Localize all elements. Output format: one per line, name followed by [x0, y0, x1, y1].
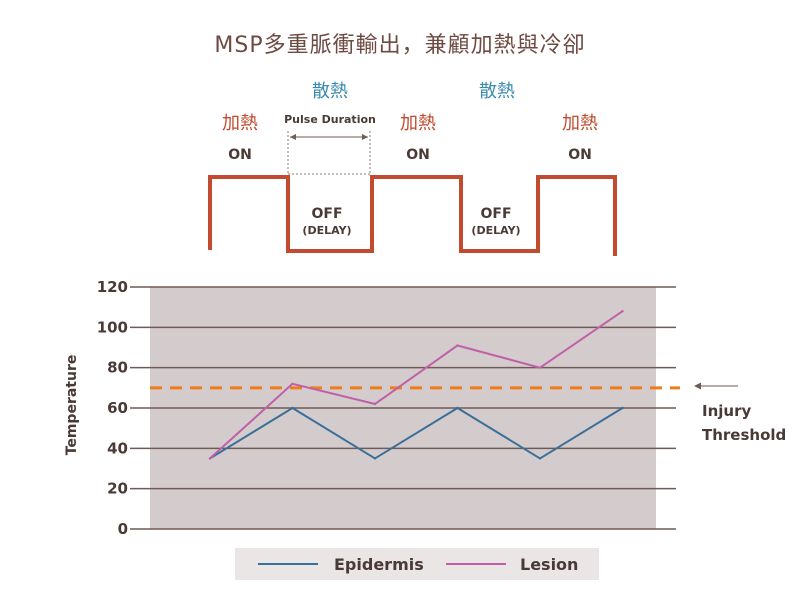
legend-label-lesion: Lesion: [520, 555, 578, 574]
y-tick-0: 0: [118, 520, 128, 538]
point-epidermis-3: [456, 406, 459, 410]
point-lesion-3: [456, 344, 459, 347]
point-epidermis-5: [621, 406, 624, 410]
point-lesion-1: [291, 382, 294, 385]
threshold-label-line2: Threshold: [702, 426, 786, 444]
point-epidermis-2: [373, 457, 377, 460]
point-epidermis-1: [291, 406, 294, 410]
grid-lines: [130, 286, 676, 530]
y-tick-40: 40: [107, 439, 128, 457]
point-lesion-5: [621, 310, 624, 313]
pulse-duration-label: Pulse Duration: [284, 113, 376, 126]
pulse-duration-arrow: [287, 131, 371, 176]
y-tick-60: 60: [107, 399, 128, 417]
on-label-1: ON: [228, 147, 252, 163]
point-lesion-0: [208, 457, 212, 460]
y-tick-120: 120: [97, 278, 128, 296]
series-line-epidermis: [209, 407, 624, 460]
series-line-lesion: [209, 310, 624, 460]
point-lesion-4: [538, 366, 542, 369]
y-tick-20: 20: [107, 480, 128, 498]
on-label-2: ON: [406, 147, 430, 163]
heat-label-3: 加熱: [562, 113, 598, 134]
point-lesion-2: [373, 402, 377, 406]
y-tick-80: 80: [107, 359, 128, 377]
threshold-arrow: [694, 382, 738, 390]
y-tick-labels: 0 20 40 60 80 100 120: [97, 278, 128, 538]
heat-label-2: 加熱: [400, 113, 436, 134]
delay-label-2: (DELAY): [471, 224, 520, 237]
chart-title: MSP多重脈衝輸出，兼顧加熱與冷卻: [214, 33, 585, 58]
series-lines: [208, 310, 624, 460]
cool-label-1: 散熱: [312, 81, 348, 102]
threshold-label-line1: Injury: [702, 402, 751, 420]
y-tick-100: 100: [97, 318, 128, 336]
pulse-waveform: [208, 175, 617, 256]
off-label-1: OFF: [311, 206, 342, 222]
y-axis-label: Temperature: [64, 355, 80, 456]
on-label-3: ON: [568, 147, 592, 163]
heat-label-1: 加熱: [222, 113, 258, 134]
legend-label-epidermis: Epidermis: [334, 555, 424, 574]
cool-label-2: 散熱: [479, 81, 515, 102]
delay-label-1: (DELAY): [302, 224, 351, 237]
point-epidermis-4: [538, 457, 542, 460]
off-label-2: OFF: [480, 206, 511, 222]
